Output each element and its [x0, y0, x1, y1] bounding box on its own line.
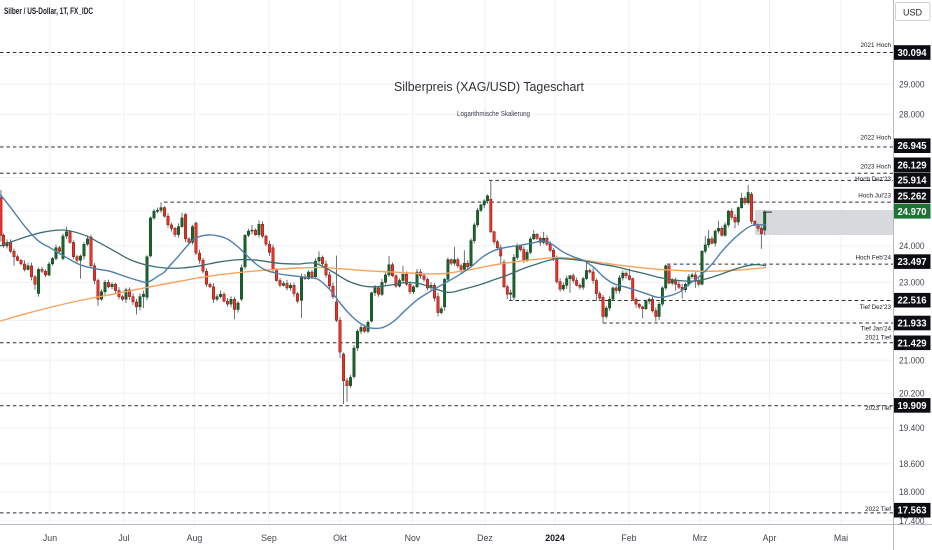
svg-text:29.000: 29.000: [899, 79, 925, 89]
svg-text:21.933: 21.933: [898, 319, 928, 330]
svg-text:26.129: 26.129: [898, 160, 928, 171]
svg-text:19.400: 19.400: [899, 423, 925, 433]
svg-text:23.497: 23.497: [898, 257, 928, 268]
svg-text:22.516: 22.516: [898, 296, 928, 307]
svg-text:2021 Hoch: 2021 Hoch: [861, 42, 892, 49]
svg-text:Tief Dez'23: Tief Dez'23: [860, 304, 892, 311]
svg-text:Hoch Jul'23: Hoch Jul'23: [858, 193, 891, 200]
svg-text:25.914: 25.914: [898, 175, 928, 186]
svg-text:Okt: Okt: [333, 533, 347, 543]
svg-text:Aug: Aug: [187, 533, 203, 543]
svg-text:Tief Jan'24: Tief Jan'24: [861, 326, 892, 333]
svg-text:Jun: Jun: [43, 533, 57, 543]
svg-text:28.000: 28.000: [899, 109, 925, 119]
svg-text:Logarithmische Skalierung: Logarithmische Skalierung: [457, 111, 530, 118]
svg-text:20.200: 20.200: [899, 389, 925, 399]
svg-text:Silber / US-Dollar, 1T, FX_IDC: Silber / US-Dollar, 1T, FX_IDC: [4, 6, 93, 17]
svg-text:Dez: Dez: [477, 533, 493, 543]
svg-text:Mrz: Mrz: [693, 533, 708, 543]
svg-text:2024: 2024: [545, 533, 565, 543]
svg-text:2022 Hoch: 2022 Hoch: [861, 135, 892, 142]
svg-text:2023 Hoch: 2023 Hoch: [861, 163, 892, 170]
svg-text:19.909: 19.909: [898, 401, 928, 412]
svg-text:17.400: 17.400: [899, 516, 925, 526]
svg-text:USD: USD: [903, 8, 923, 18]
svg-text:17.563: 17.563: [898, 506, 928, 517]
svg-text:26.945: 26.945: [898, 141, 928, 152]
svg-text:Hoch Feb'24: Hoch Feb'24: [855, 255, 891, 262]
svg-text:Mai: Mai: [834, 533, 848, 543]
svg-text:2021 Tief: 2021 Tief: [865, 334, 891, 341]
svg-text:18.600: 18.600: [899, 459, 925, 469]
svg-text:24.000: 24.000: [899, 241, 925, 251]
svg-text:25.262: 25.262: [898, 192, 928, 203]
svg-text:30.094: 30.094: [898, 48, 928, 59]
svg-text:21.429: 21.429: [898, 338, 928, 349]
svg-text:Silberpreis (XAG/USD) Tagescha: Silberpreis (XAG/USD) Tageschart: [394, 79, 584, 94]
svg-text:Apr: Apr: [763, 533, 777, 543]
svg-text:2022 Tief: 2022 Tief: [865, 506, 891, 513]
svg-text:Sep: Sep: [261, 533, 277, 543]
svg-text:Nov: Nov: [405, 533, 421, 543]
svg-text:23.000: 23.000: [899, 278, 925, 288]
svg-text:24.970: 24.970: [898, 207, 928, 218]
svg-text:21.000: 21.000: [899, 355, 925, 365]
svg-text:Hoch Dez'23: Hoch Dez'23: [855, 176, 891, 183]
svg-text:18.000: 18.000: [899, 487, 925, 497]
svg-text:2023 Tief: 2023 Tief: [865, 405, 891, 412]
svg-text:Jul: Jul: [118, 533, 129, 543]
svg-text:Feb: Feb: [621, 533, 636, 543]
